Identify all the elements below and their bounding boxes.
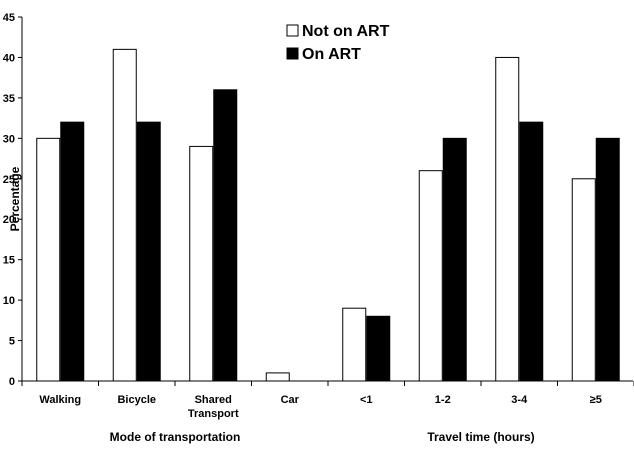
bars xyxy=(36,48,620,382)
x-category-label-line: <1 xyxy=(360,394,373,406)
x-category-label-line: Transport xyxy=(188,408,239,420)
x-group-label: Travel time (hours) xyxy=(427,430,534,444)
legend-label: Not on ART xyxy=(302,23,390,40)
bar-not-on-art xyxy=(189,145,214,382)
bar-not-on-art xyxy=(342,307,367,382)
legend: Not on ART On ART xyxy=(286,23,390,63)
x-category-label: Bicycle xyxy=(117,394,156,406)
bar-not-on-art xyxy=(418,170,443,382)
y-tick-label: 40 xyxy=(3,52,15,64)
y-tick-label: 35 xyxy=(3,93,15,105)
bar-not-on-art xyxy=(36,137,61,382)
bar-not-on-art xyxy=(495,56,520,382)
bar-not-on-art xyxy=(265,372,290,382)
y-tick-label: 0 xyxy=(9,376,15,388)
y-tick-label: 15 xyxy=(3,255,15,267)
legend-swatch xyxy=(286,47,299,60)
x-category-label-line: 1-2 xyxy=(435,394,451,406)
bar-on-art xyxy=(136,121,161,382)
y-tick-label: 20 xyxy=(3,214,15,226)
x-category-label: Shared Transport xyxy=(188,394,239,420)
bar-on-art xyxy=(442,137,467,382)
y-axis-title: Percentage xyxy=(8,166,22,231)
x-category-label-line: 3-4 xyxy=(511,394,528,406)
x-category-label: Walking xyxy=(39,394,81,406)
x-category-label-line: ≥5 xyxy=(590,394,602,406)
x-category-label-line: Walking xyxy=(39,394,81,406)
bar-not-on-art xyxy=(112,48,137,382)
bar-not-on-art xyxy=(571,178,596,382)
x-category-label: Car xyxy=(281,394,300,406)
bar-on-art xyxy=(366,315,391,382)
x-group-label: Mode of transportation xyxy=(110,430,241,444)
legend-label: On ART xyxy=(302,46,361,63)
y-tick-label: 5 xyxy=(9,336,15,348)
x-category-label: 3-4 xyxy=(511,394,528,406)
bar-on-art xyxy=(60,121,85,382)
labels: Percentage Walking Bicycle Shared Transport C… xyxy=(8,166,602,444)
x-category-label: 1-2 xyxy=(435,394,451,406)
legend-swatch xyxy=(286,24,299,37)
bar-on-art xyxy=(595,137,620,382)
x-category-label: ≥5 xyxy=(590,394,602,406)
x-category-label-line: Shared xyxy=(195,394,232,406)
y-tick-label: 30 xyxy=(3,133,15,145)
bar-on-art xyxy=(519,121,544,382)
bar-on-art xyxy=(213,89,238,382)
y-tick-label: 45 xyxy=(3,12,15,24)
x-category-label: <1 xyxy=(360,394,373,406)
x-category-label-line: Bicycle xyxy=(117,394,156,406)
y-tick-label: 25 xyxy=(3,174,15,186)
x-category-label-line: Car xyxy=(281,394,300,406)
y-tick-label: 10 xyxy=(3,295,15,307)
